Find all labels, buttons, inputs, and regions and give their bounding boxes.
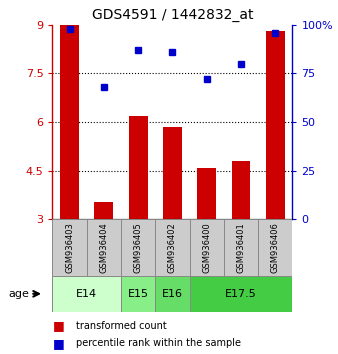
Bar <box>258 219 292 276</box>
Bar <box>224 219 258 276</box>
Text: E15: E15 <box>128 289 149 299</box>
Bar <box>190 219 224 276</box>
Text: GSM936400: GSM936400 <box>202 222 211 273</box>
Bar <box>190 276 292 312</box>
Bar <box>232 161 250 219</box>
Bar <box>197 167 216 219</box>
Text: percentile rank within the sample: percentile rank within the sample <box>76 338 241 348</box>
Bar <box>52 276 121 312</box>
Bar <box>121 276 155 312</box>
Bar <box>87 219 121 276</box>
Text: ■: ■ <box>52 319 64 332</box>
Bar <box>129 116 147 219</box>
Text: age: age <box>8 289 29 299</box>
Text: GSM936405: GSM936405 <box>134 222 143 273</box>
Text: transformed count: transformed count <box>76 321 167 331</box>
Title: GDS4591 / 1442832_at: GDS4591 / 1442832_at <box>92 8 253 22</box>
Text: ■: ■ <box>52 337 64 350</box>
Bar <box>155 219 190 276</box>
Bar <box>266 31 285 219</box>
Text: E16: E16 <box>162 289 183 299</box>
Text: GSM936401: GSM936401 <box>237 222 245 273</box>
Bar <box>155 276 190 312</box>
Bar <box>52 219 87 276</box>
Text: GSM936404: GSM936404 <box>99 222 108 273</box>
Bar <box>163 127 182 219</box>
Bar <box>60 25 79 219</box>
Bar <box>94 202 113 219</box>
Text: E14: E14 <box>76 289 97 299</box>
Text: E17.5: E17.5 <box>225 289 257 299</box>
Text: GSM936406: GSM936406 <box>271 222 280 273</box>
Bar <box>121 219 155 276</box>
Text: GSM936402: GSM936402 <box>168 222 177 273</box>
Text: GSM936403: GSM936403 <box>65 222 74 273</box>
